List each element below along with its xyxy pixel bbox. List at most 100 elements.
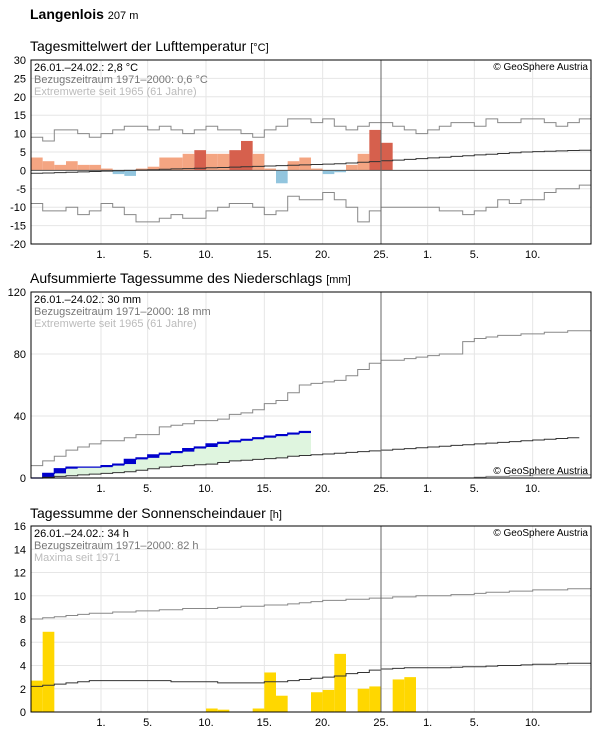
precipitation-increment — [136, 457, 148, 460]
temperature-bar — [182, 153, 195, 171]
precipitation-y-tick-label: 80 — [14, 349, 26, 361]
sunshine-y-tick-label: 2 — [20, 684, 26, 696]
precipitation-x-tick-label: 15. — [257, 483, 272, 495]
temperature-y-tick-label: -15 — [10, 221, 26, 233]
sunshine-info-line: Maxima seit 1971 — [34, 552, 120, 564]
temperature-x-tick-label: 25. — [373, 249, 388, 261]
precipitation-x-tick-label: 20. — [315, 483, 330, 495]
precipitation-increment — [159, 453, 171, 455]
sunshine-chart-title: Tagessumme der Sonnenscheindauer [h] — [30, 505, 282, 521]
temperature-bar — [112, 170, 125, 175]
precipitation-increment — [124, 459, 136, 465]
temperature-copyright: © GeoSphere Austria — [493, 62, 588, 73]
sunshine-bar — [322, 689, 335, 712]
temperature-y-tick-label: -5 — [16, 184, 26, 196]
temperature-bar — [369, 129, 381, 171]
precipitation-increment — [217, 442, 230, 444]
sunshine-y-tick-label: 6 — [20, 637, 26, 649]
temperature-info-line: Extremwerte seit 1965 (61 Jahre) — [34, 86, 197, 98]
temperature-bar — [89, 164, 101, 171]
sunshine-y-tick-label: 8 — [20, 614, 26, 626]
temperature-bar — [171, 157, 183, 171]
sunshine-x-tick-label: 20. — [315, 717, 330, 729]
sunshine-x-tick-label: 10. — [525, 717, 540, 729]
precipitation-info-line: 26.01.–24.02.: 30 mm — [34, 294, 141, 306]
precipitation-increment — [276, 434, 288, 437]
temperature-bar — [217, 153, 230, 171]
sunshine-x-tick-label: 5. — [470, 717, 479, 729]
precipitation-increment — [147, 454, 160, 458]
precipitation-increment — [54, 468, 66, 474]
precipitation-copyright: © GeoSphere Austria — [493, 466, 588, 477]
temperature-frame — [30, 59, 592, 245]
temperature-bar — [264, 168, 276, 171]
temperature-y-tick-label: 30 — [14, 55, 26, 67]
temperature-x-tick-label: 10. — [525, 249, 540, 261]
sunshine-bar — [206, 708, 218, 712]
station-altitude: 207 m — [107, 10, 139, 22]
precipitation-increment — [229, 440, 241, 443]
temperature-max-line — [31, 118, 591, 142]
temperature-x-tick-label: 1. — [96, 249, 105, 261]
temperature-unit: [°C] — [250, 42, 269, 54]
temperature-y-tick-label: 20 — [14, 92, 26, 104]
temperature-bar — [77, 164, 90, 171]
temperature-panel: -20 -15 -10 -5 0 5 10 15 20 25 30 1. 5. 10. 15. 20. 25. 1… — [10, 55, 592, 261]
sunshine-bar — [404, 677, 416, 712]
temperature-chart-title: Tagesmittelwert der Lufttemperatur [°C] — [30, 38, 269, 54]
precipitation-y-tick-label: 40 — [14, 411, 26, 423]
temperature-x-tick-label: 15. — [257, 249, 272, 261]
temperature-bar — [31, 157, 43, 171]
sunshine-frame — [30, 525, 592, 713]
sunshine-bar — [392, 679, 405, 712]
precipitation-x-tick-label: 10. — [198, 483, 213, 495]
temperature-info-line: 26.01.–24.02.: 2,8 °C — [34, 62, 138, 74]
temperature-y-tick-label: 25 — [14, 73, 26, 85]
temperature-bar — [194, 150, 206, 171]
sunshine-x-tick-label: 10. — [198, 717, 213, 729]
precipitation-title-text: Aufsummierte Tagessumme des Niederschlag… — [30, 270, 323, 286]
precipitation-x-tick-label: 5. — [143, 483, 152, 495]
precipitation-increment — [206, 443, 218, 447]
precipitation-increment — [264, 436, 276, 438]
sunshine-info-line: 26.01.–24.02.: 34 h — [34, 528, 129, 540]
sunshine-bar — [357, 688, 370, 712]
precipitation-increment — [287, 433, 300, 435]
sunshine-panel: 0 2 4 6 8 10 12 14 16 1. 5. 10. 15. 20. 25. 1. 5. 10. 26.0… — [14, 521, 592, 729]
precipitation-cumulative-line — [31, 430, 311, 479]
precipitation-info-line: Bezugszeitraum 1971–2000: 18 mm — [34, 306, 211, 318]
sunshine-y-tick-label: 14 — [14, 544, 26, 556]
sunshine-bar — [369, 686, 381, 712]
temperature-x-tick-label: 1. — [423, 249, 432, 261]
temperature-info-line: Bezugszeitraum 1971–2000: 0,6 °C — [34, 74, 208, 86]
temperature-y-tick-label: -20 — [10, 239, 26, 251]
precipitation-x-tick-label: 25. — [373, 483, 388, 495]
station-name: Langenlois — [30, 6, 104, 22]
precipitation-max-line — [31, 330, 591, 467]
sunshine-bar — [42, 631, 55, 712]
precipitation-increment — [101, 465, 113, 468]
sunshine-x-tick-label: 5. — [143, 717, 152, 729]
precipitation-x-tick-label: 1. — [96, 483, 105, 495]
precipitation-x-tick-label: 10. — [525, 483, 540, 495]
sunshine-y-tick-label: 12 — [14, 568, 26, 580]
precipitation-increment — [252, 437, 265, 440]
precipitation-x-tick-label: 1. — [423, 483, 432, 495]
temperature-y-tick-label: 15 — [14, 110, 26, 122]
precipitation-increment — [66, 467, 78, 469]
sunshine-info-line: Bezugszeitraum 1971–2000: 82 h — [34, 540, 199, 552]
precipitation-info-line: Extremwerte seit 1965 (61 Jahre) — [34, 318, 197, 330]
temperature-y-tick-label: -10 — [10, 202, 26, 214]
sunshine-bar — [264, 672, 276, 712]
precipitation-increment — [241, 439, 253, 441]
sunshine-y-tick-label: 4 — [20, 661, 26, 673]
sunshine-normal-line — [31, 662, 591, 687]
temperature-x-tick-label: 20. — [315, 249, 330, 261]
temperature-bar — [101, 168, 113, 171]
sunshine-bar — [311, 692, 323, 712]
temperature-bar — [276, 170, 288, 184]
temperature-bar — [229, 150, 241, 171]
precipitation-y-tick-label: 0 — [20, 473, 26, 485]
temperature-bar — [346, 164, 358, 171]
